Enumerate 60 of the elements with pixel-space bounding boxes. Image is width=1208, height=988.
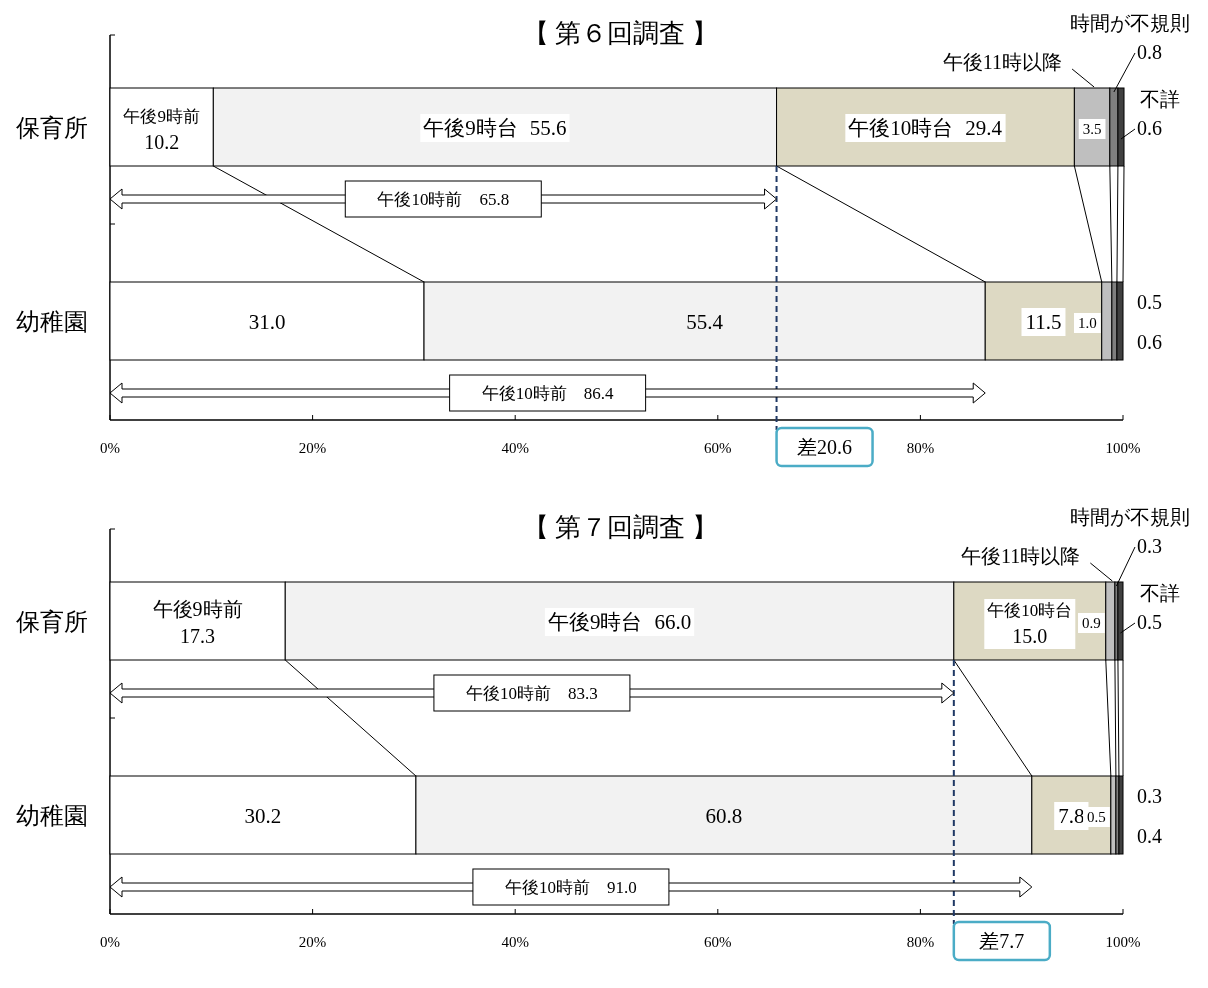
series-label: 午後10時台: [987, 601, 1073, 620]
text: 時間が不規則: [1070, 12, 1190, 34]
annotation: 午後10時前 91.0: [505, 878, 637, 897]
data-label: 0.6: [1137, 117, 1162, 139]
data-label: 55.6: [529, 116, 567, 140]
data-label: 0.5: [1137, 611, 1162, 633]
data-label: 66.0: [654, 610, 692, 634]
data-label: 55.4: [686, 310, 724, 334]
data-label: 0.9: [1082, 615, 1101, 631]
x-tick-label: 40%: [501, 440, 529, 456]
data-label: 10.2: [144, 131, 180, 153]
x-tick-label: 20%: [298, 934, 327, 950]
series-label: 午後11時以降: [961, 545, 1081, 567]
series-label: 不詳: [1140, 88, 1180, 110]
series-label: 午後9時台: [547, 610, 643, 634]
data-label: 31.0: [248, 310, 286, 334]
data-label: 7.8: [1058, 804, 1085, 828]
ref-line-label: 差7.7: [979, 930, 1025, 952]
x-tick-label: 100%: [1105, 934, 1141, 950]
x-tick-label: 0%: [100, 440, 120, 456]
series-label: 午後11時以降: [942, 51, 1063, 73]
data-label: 0.6: [1137, 331, 1162, 353]
data-label: 0.3: [1137, 535, 1162, 557]
y-tick-label: 保育所: [16, 609, 88, 635]
data-label: 1.0: [1077, 315, 1097, 331]
x-tick-label: 60%: [704, 440, 732, 456]
y-tick-label: 幼稚園: [16, 803, 88, 829]
series-label: 午後9時前: [152, 598, 243, 620]
x-tick-label: 0%: [100, 934, 120, 950]
data-label: 0.5: [1137, 291, 1162, 313]
data-label: 17.3: [180, 625, 216, 647]
x-tick-label: 20%: [298, 440, 327, 456]
data-label: 11.5: [1025, 310, 1062, 334]
y-tick-label: 幼稚園: [16, 309, 88, 335]
chart-title: 【 第６回調査 】: [522, 19, 718, 48]
data-label: 60.8: [705, 804, 743, 828]
y-tick-label: 保育所: [16, 115, 88, 141]
data-label: 0.3: [1137, 785, 1162, 807]
data-label: 3.5: [1082, 121, 1102, 137]
ref-line-label: 差20.6: [797, 436, 853, 458]
data-label: 0.8: [1137, 41, 1162, 63]
x-tick-label: 80%: [906, 934, 935, 950]
series-label: 午後10時台: [848, 116, 954, 140]
series-label: 不詳: [1140, 582, 1180, 604]
series-label: 午後9時前: [123, 107, 200, 126]
chart-title: 【 第７回調査 】: [522, 513, 718, 542]
annotation: 午後10時前 86.4: [481, 384, 614, 403]
x-tick-label: 80%: [906, 440, 935, 456]
data-label: 30.2: [244, 804, 282, 828]
data-label: 0.5: [1087, 809, 1106, 825]
x-tick-label: 60%: [704, 934, 732, 950]
text: 時間が不規則: [1070, 506, 1190, 528]
series-label: 午後9時台: [423, 116, 518, 140]
data-label: 0.4: [1137, 825, 1162, 847]
x-tick-label: 40%: [501, 934, 529, 950]
annotation: 午後10時前 83.3: [466, 684, 598, 703]
annotation: 午後10時前 65.8: [377, 190, 510, 209]
data-label: 29.4: [965, 116, 1003, 140]
data-label: 15.0: [1012, 625, 1048, 647]
x-tick-label: 100%: [1105, 440, 1141, 456]
